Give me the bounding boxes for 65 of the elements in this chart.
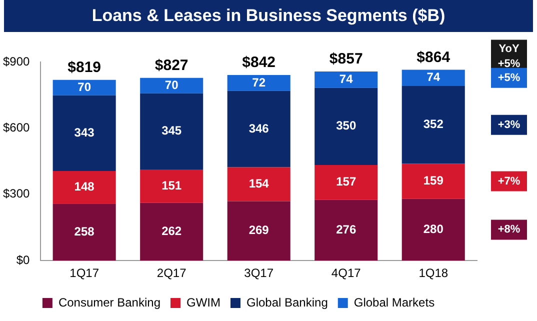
data-label: 154 bbox=[248, 176, 270, 191]
data-label: 159 bbox=[423, 174, 444, 188]
bar bbox=[140, 202, 204, 261]
data-label: 72 bbox=[252, 75, 266, 90]
bar bbox=[52, 171, 116, 204]
data-label: 262 bbox=[162, 224, 182, 238]
bar bbox=[140, 78, 204, 94]
data-label: 276 bbox=[336, 222, 356, 236]
bar bbox=[314, 88, 378, 166]
total-label: $819 bbox=[68, 59, 102, 76]
text: +8% bbox=[498, 224, 520, 236]
data-label: 346 bbox=[248, 121, 270, 136]
bar bbox=[227, 167, 290, 202]
bar bbox=[140, 93, 204, 170]
data-label: 157 bbox=[336, 174, 356, 189]
x-tick-label: 1Q17 bbox=[70, 266, 100, 280]
data-label: 352 bbox=[423, 117, 444, 132]
data-label: 269 bbox=[248, 223, 270, 238]
y-tick-label: $600 bbox=[2, 120, 30, 135]
x-tick-label: 4Q17 bbox=[331, 266, 362, 280]
data-label: 148 bbox=[74, 180, 95, 194]
text: +5% bbox=[498, 58, 520, 70]
total-label: $827 bbox=[154, 57, 188, 74]
data-label: 70 bbox=[164, 78, 179, 92]
bar bbox=[227, 201, 290, 261]
bar bbox=[402, 70, 465, 86]
total-label: $864 bbox=[416, 48, 451, 66]
chart-title: Loans & Leases in Business Segments ($B) bbox=[4, 0, 533, 32]
bar bbox=[314, 200, 378, 261]
y-tick-label: $300 bbox=[2, 186, 30, 201]
legend-label: GWIM bbox=[186, 295, 220, 310]
x-tick-label: 1Q18 bbox=[418, 266, 448, 280]
bar bbox=[227, 90, 290, 168]
data-label: 258 bbox=[74, 224, 95, 238]
total-label: $842 bbox=[242, 54, 276, 72]
bar bbox=[402, 164, 465, 199]
data-label: 345 bbox=[162, 124, 182, 138]
bar bbox=[402, 86, 465, 164]
data-label: 74 bbox=[426, 70, 440, 84]
text: +7% bbox=[498, 175, 520, 188]
bar bbox=[227, 75, 290, 91]
legend-label: Global Banking bbox=[246, 295, 328, 310]
bar bbox=[402, 198, 465, 261]
y-tick-label: $0 bbox=[16, 252, 30, 267]
bar bbox=[314, 71, 378, 88]
text: YoY bbox=[498, 42, 520, 55]
bar bbox=[314, 165, 378, 200]
data-label: 74 bbox=[339, 72, 354, 86]
data-label: 350 bbox=[336, 118, 356, 133]
text: +3% bbox=[498, 118, 520, 131]
data-label: 343 bbox=[74, 125, 95, 140]
legend-label: Consumer Banking bbox=[58, 295, 160, 310]
data-label: 70 bbox=[78, 80, 92, 94]
bar bbox=[52, 95, 116, 172]
data-label: 280 bbox=[423, 222, 444, 236]
x-tick-label: 2Q17 bbox=[156, 266, 187, 280]
data-label: 151 bbox=[162, 178, 182, 192]
x-tick-label: 3Q17 bbox=[244, 266, 274, 280]
bar bbox=[140, 169, 204, 203]
bar bbox=[52, 80, 116, 96]
legend-label: Global Markets bbox=[354, 295, 435, 310]
total-label: $857 bbox=[329, 50, 363, 68]
y-tick-label: $900 bbox=[2, 54, 30, 68]
bar bbox=[52, 204, 116, 261]
text: +5% bbox=[498, 72, 520, 84]
